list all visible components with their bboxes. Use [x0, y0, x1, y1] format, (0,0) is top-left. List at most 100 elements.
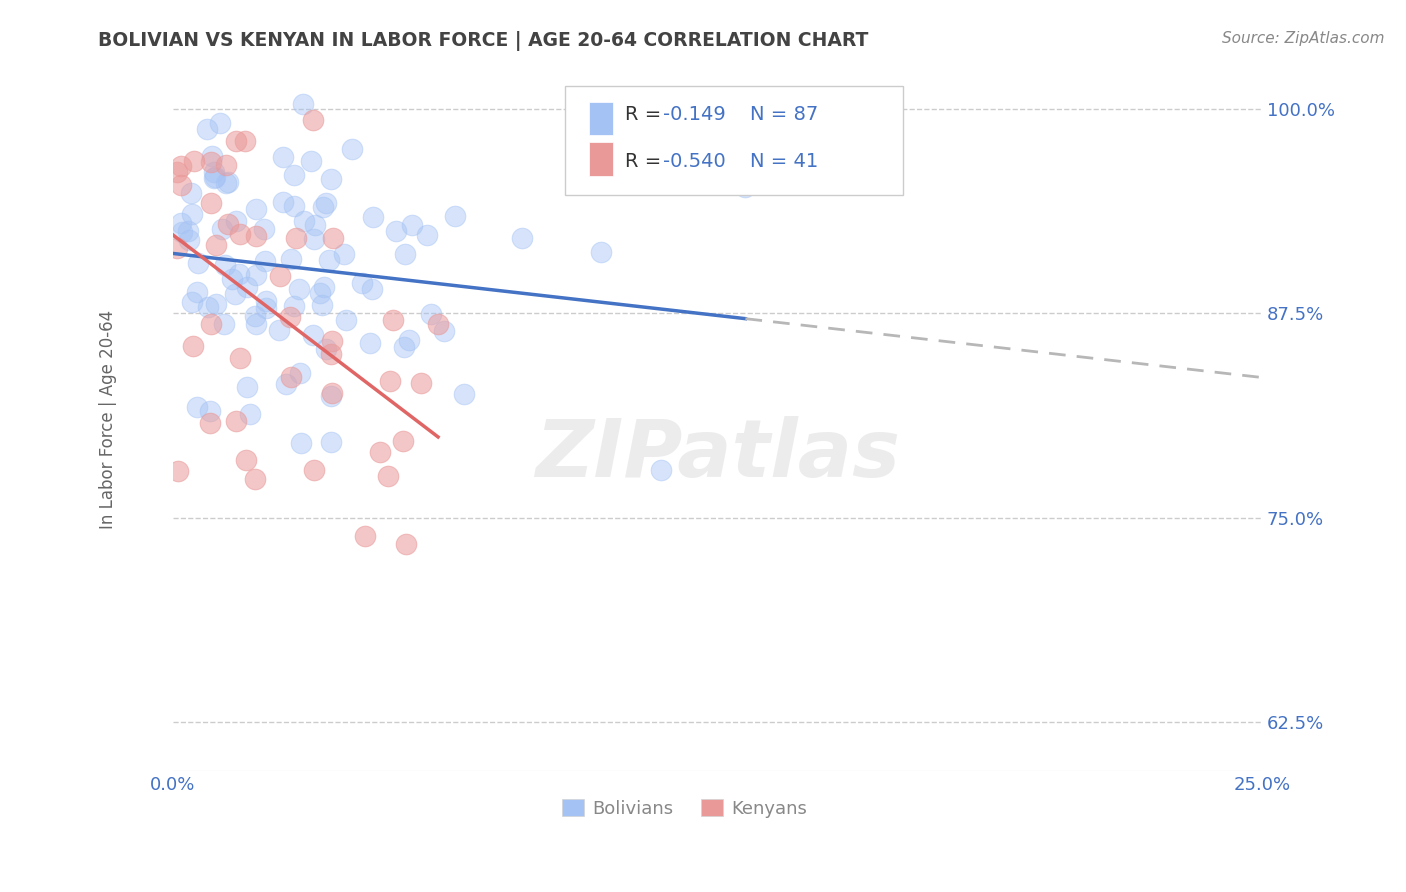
Point	[202, 170, 225, 185]
Point	[198, 403, 221, 417]
Point	[228, 227, 250, 242]
Point	[204, 297, 226, 311]
Point	[302, 327, 325, 342]
Point	[228, 267, 250, 281]
Text: Source: ZipAtlas.com: Source: ZipAtlas.com	[1222, 31, 1385, 46]
Point	[200, 155, 222, 169]
Point	[321, 334, 343, 348]
Point	[269, 269, 291, 284]
Point	[252, 221, 274, 235]
Point	[183, 153, 205, 168]
Point	[186, 401, 208, 415]
Point	[254, 301, 277, 316]
Point	[302, 463, 325, 477]
Point	[280, 252, 302, 267]
Point	[254, 293, 277, 308]
Point	[288, 282, 311, 296]
Point	[235, 453, 257, 467]
Text: N = 87: N = 87	[749, 104, 818, 124]
Point	[177, 224, 200, 238]
Point	[254, 253, 277, 268]
Point	[291, 97, 314, 112]
Point	[380, 374, 402, 388]
Point	[283, 168, 305, 182]
Point	[201, 149, 224, 163]
Text: BOLIVIAN VS KENYAN IN LABOR FORCE | AGE 20-64 CORRELATION CHART: BOLIVIAN VS KENYAN IN LABOR FORCE | AGE …	[98, 31, 869, 51]
Point	[427, 317, 450, 331]
Point	[245, 229, 267, 244]
Point	[214, 317, 236, 331]
Point	[221, 271, 243, 285]
Point	[385, 224, 408, 238]
Point	[217, 175, 239, 189]
Text: -0.540: -0.540	[664, 153, 725, 171]
Point	[229, 351, 252, 365]
Point	[411, 376, 433, 390]
FancyBboxPatch shape	[565, 86, 903, 195]
Point	[299, 154, 322, 169]
Point	[195, 122, 218, 136]
Point	[225, 214, 247, 228]
Point	[170, 178, 193, 192]
Text: R =: R =	[624, 153, 668, 171]
Point	[319, 347, 342, 361]
FancyBboxPatch shape	[589, 102, 613, 136]
Point	[209, 116, 232, 130]
Point	[172, 225, 194, 239]
Point	[381, 313, 404, 327]
Point	[352, 277, 374, 291]
Point	[319, 171, 342, 186]
Point	[225, 135, 247, 149]
Point	[340, 142, 363, 156]
Point	[214, 158, 236, 172]
Point	[245, 202, 267, 217]
Point	[202, 165, 225, 179]
Point	[312, 280, 335, 294]
Text: -0.149: -0.149	[664, 104, 725, 124]
Point	[239, 407, 262, 421]
Point	[183, 338, 205, 352]
Point	[392, 340, 415, 354]
Point	[377, 469, 399, 483]
Y-axis label: In Labor Force | Age 20-64: In Labor Force | Age 20-64	[100, 310, 117, 529]
Point	[224, 287, 246, 301]
Point	[361, 282, 384, 296]
Point	[591, 245, 613, 260]
Point	[197, 300, 219, 314]
Point	[394, 247, 416, 261]
Point	[315, 196, 337, 211]
Point	[243, 309, 266, 323]
Point	[214, 258, 236, 272]
Point	[283, 299, 305, 313]
Point	[236, 380, 259, 394]
Point	[233, 134, 256, 148]
Text: N = 41: N = 41	[749, 153, 818, 171]
Point	[181, 294, 204, 309]
Point	[443, 209, 465, 223]
Point	[245, 268, 267, 282]
Point	[311, 298, 333, 312]
Point	[333, 247, 356, 261]
Point	[166, 241, 188, 255]
Point	[166, 165, 188, 179]
Point	[166, 464, 188, 478]
Point	[359, 335, 381, 350]
FancyBboxPatch shape	[589, 142, 613, 176]
Point	[321, 385, 343, 400]
Point	[276, 376, 298, 391]
Point	[225, 414, 247, 428]
Point	[169, 159, 191, 173]
Point	[204, 237, 226, 252]
Point	[415, 228, 437, 243]
Point	[401, 219, 423, 233]
Point	[321, 434, 343, 449]
Point	[181, 207, 204, 221]
Point	[278, 310, 301, 325]
Point	[734, 180, 756, 194]
Point	[245, 318, 267, 332]
Point	[186, 285, 208, 300]
Point	[321, 389, 343, 403]
Point	[271, 195, 294, 210]
Point	[395, 537, 418, 551]
Point	[200, 318, 222, 332]
